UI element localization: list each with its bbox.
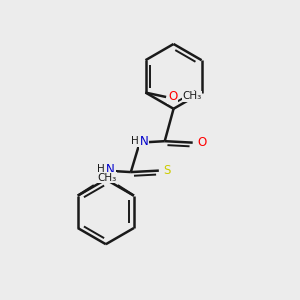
Text: H: H (97, 164, 104, 174)
Text: H: H (130, 136, 138, 146)
Text: N: N (140, 135, 148, 148)
Text: CH₃: CH₃ (95, 173, 115, 183)
Text: O: O (197, 136, 206, 149)
Text: S: S (164, 164, 171, 177)
Text: CH₃: CH₃ (97, 173, 116, 183)
Text: O: O (168, 91, 177, 103)
Text: CH₃: CH₃ (182, 91, 202, 101)
Text: N: N (106, 163, 115, 176)
